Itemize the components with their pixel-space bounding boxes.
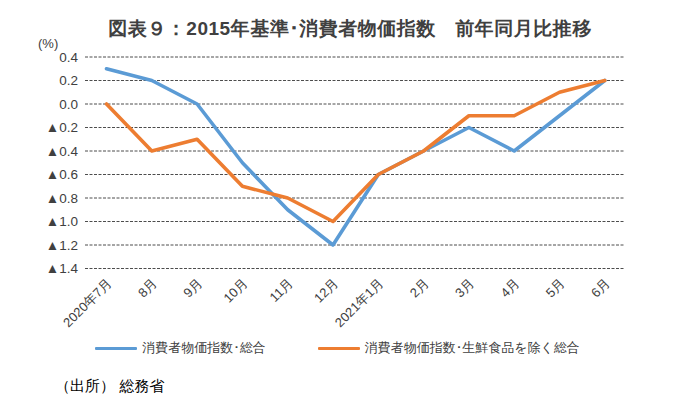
y-axis-tick-labels: 0.4 0.2 0.0 ▲0.2 ▲0.4 ▲0.6 ▲0.8 ▲1.0 ▲1.2 ▲1.4 <box>46 50 79 277</box>
legend-line-swatch-total <box>95 347 137 350</box>
x-tick-label: 5月 <box>543 276 568 301</box>
x-tick-label: 11月 <box>266 276 295 305</box>
x-tick-label: 6月 <box>588 276 613 301</box>
chart-legend: 消費者物価指数･総合 消費者物価指数･生鮮食品を除く総合 <box>0 339 675 357</box>
x-tick-label: 9月 <box>180 276 205 301</box>
y-tick-label: ▲1.0 <box>46 214 78 229</box>
legend-line-swatch-ex-fresh-food <box>318 347 360 350</box>
x-tick-label: 3月 <box>452 276 477 301</box>
x-tick-label: 2020年7月 <box>60 276 115 331</box>
y-tick-label: 0.0 <box>59 97 78 112</box>
y-tick-label: ▲0.4 <box>46 144 79 159</box>
x-tick-label: 12月 <box>311 276 341 306</box>
y-tick-label: ▲0.8 <box>46 191 78 206</box>
x-tick-label: 2021年1月 <box>332 276 387 331</box>
y-tick-label: ▲0.2 <box>46 120 78 135</box>
x-tick-label: 4月 <box>497 276 522 301</box>
x-tick-label: 8月 <box>135 276 160 301</box>
x-tick-label: 2月 <box>407 276 432 301</box>
legend-label-total: 消費者物価指数･総合 <box>142 339 266 357</box>
y-tick-label: ▲1.2 <box>46 238 78 253</box>
series-lines <box>107 69 605 245</box>
y-tick-label: 0.2 <box>59 73 78 88</box>
cpi-report-figure: 図表９：2015年基準･消費者物価指数 前年同月比推移 (%) 0.40.20.… <box>0 0 675 417</box>
x-tick-label: 10月 <box>220 276 250 306</box>
legend-label-ex-fresh-food: 消費者物価指数･生鮮食品を除く総合 <box>365 339 580 357</box>
x-axis-tick-labels: 2020年7月 8月 9月 10月 11月 12月2021年1月 2月 3月 4月 5月 6月 <box>60 276 613 331</box>
legend-item-total: 消費者物価指数･総合 <box>95 339 266 357</box>
legend-item-ex-fresh-food: 消費者物価指数･生鮮食品を除く総合 <box>318 339 580 357</box>
series-line-total <box>107 69 605 245</box>
source-note: （出所） 総務省 <box>55 377 164 396</box>
y-tick-label: 0.4 <box>59 50 78 65</box>
y-tick-label: ▲0.6 <box>46 167 78 182</box>
y-tick-label: ▲1.4 <box>46 261 79 276</box>
